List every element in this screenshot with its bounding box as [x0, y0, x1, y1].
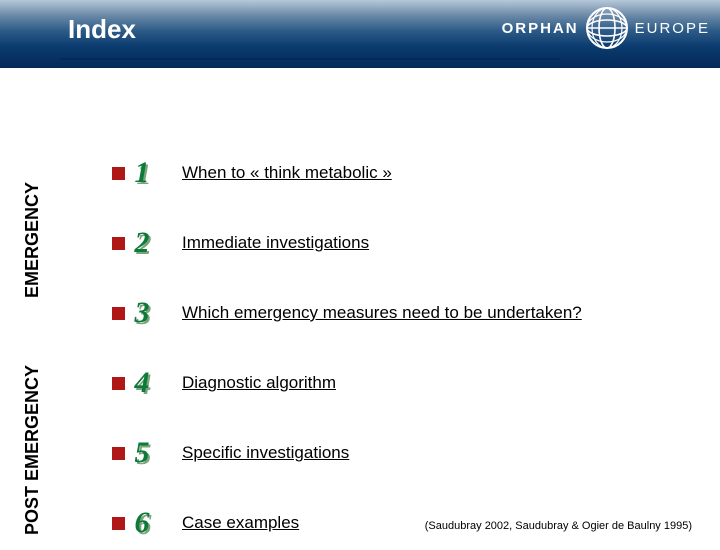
number-icon-1: 1 1 — [112, 156, 158, 190]
index-item-5[interactable]: 5 5 Specific investigations — [112, 436, 349, 470]
svg-text:3: 3 — [134, 296, 150, 329]
index-link-4[interactable]: Diagnostic algorithm — [182, 373, 336, 393]
title-underline — [60, 58, 560, 60]
index-link-1[interactable]: When to « think metabolic » — [182, 163, 392, 183]
svg-text:1: 1 — [135, 156, 150, 189]
header-bar: Index ORPHAN EUROPE — [0, 0, 720, 68]
content-area: EMERGENCY POST EMERGENCY 1 1 When to « t… — [0, 68, 720, 540]
page-title: Index — [68, 14, 136, 45]
index-link-2[interactable]: Immediate investigations — [182, 233, 369, 253]
index-item-6[interactable]: 6 6 Case examples — [112, 506, 299, 540]
index-link-5[interactable]: Specific investigations — [182, 443, 349, 463]
svg-text:6: 6 — [135, 506, 150, 539]
logo-word-orphan: ORPHAN — [502, 20, 579, 37]
number-icon-6: 6 6 — [112, 506, 158, 540]
index-item-4[interactable]: 4 4 Diagnostic algorithm — [112, 366, 336, 400]
brand-logo: ORPHAN EUROPE — [502, 6, 710, 50]
svg-text:2: 2 — [134, 226, 150, 259]
number-icon-5: 5 5 — [112, 436, 158, 470]
number-icon-4: 4 4 — [112, 366, 158, 400]
number-icon-2: 2 2 — [112, 226, 158, 260]
index-item-1[interactable]: 1 1 When to « think metabolic » — [112, 156, 392, 190]
section-label-post-emergency: POST EMERGENCY — [22, 350, 43, 550]
logo-word-europe: EUROPE — [635, 20, 710, 37]
index-link-6[interactable]: Case examples — [182, 513, 299, 533]
section-label-emergency: EMERGENCY — [22, 160, 43, 320]
index-item-3[interactable]: 3 3 Which emergency measures need to be … — [112, 296, 582, 330]
index-item-2[interactable]: 2 2 Immediate investigations — [112, 226, 369, 260]
svg-text:5: 5 — [135, 436, 150, 469]
number-icon-3: 3 3 — [112, 296, 158, 330]
index-link-3[interactable]: Which emergency measures need to be unde… — [182, 303, 582, 323]
globe-icon — [585, 6, 629, 50]
svg-text:4: 4 — [134, 366, 150, 399]
citation-text: (Saudubray 2002, Saudubray & Ogier de Ba… — [425, 520, 692, 532]
